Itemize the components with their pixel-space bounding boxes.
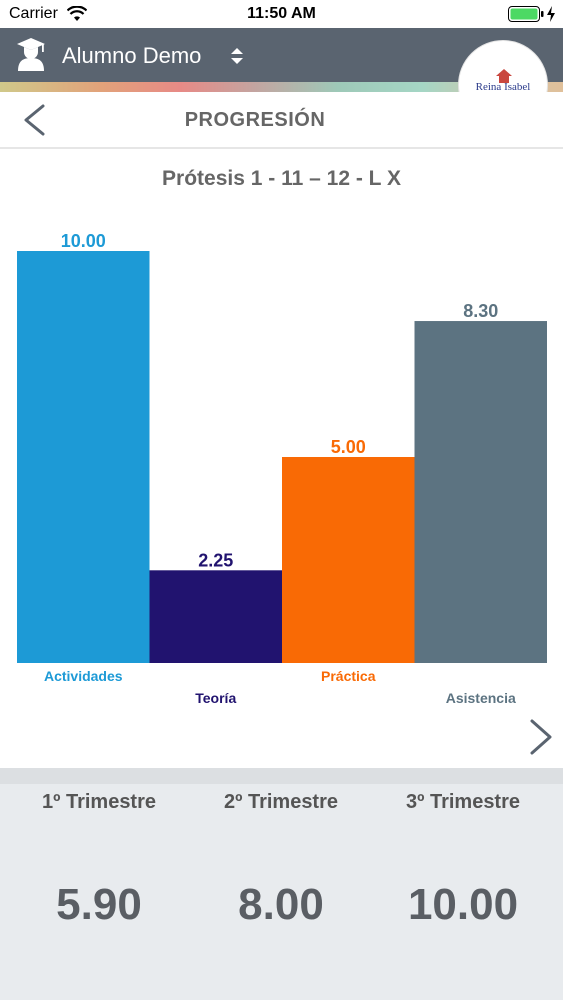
category-label: Práctica	[321, 668, 376, 684]
next-chevron-icon[interactable]	[528, 718, 554, 756]
bar-value-label: 5.00	[331, 437, 366, 457]
summary-divider	[0, 768, 563, 784]
bar-2	[282, 457, 415, 663]
back-chevron-icon[interactable]	[22, 104, 46, 136]
category-label: Actividades	[44, 668, 123, 684]
bar-value-label: 8.30	[463, 301, 498, 321]
nav-bar: PROGRESIÓN	[0, 92, 563, 149]
status-time: 11:50 AM	[247, 5, 316, 22]
category-label: Asistencia	[446, 690, 516, 706]
bar-value-label: 10.00	[61, 231, 106, 251]
trimester-grade: 5.90	[56, 880, 142, 929]
charging-bolt-icon	[547, 6, 555, 22]
trimester-label: 3º Trimestre	[405, 791, 521, 813]
trimester-label: 2º Trimestre	[223, 791, 339, 813]
bar-value-label: 2.25	[198, 550, 233, 570]
trimester-grade: 10.00	[407, 880, 519, 929]
trimester-summary: 1º Trimestre 5.90 2º Trimestre 8.00 3º T…	[0, 768, 563, 1000]
trimester-grade: 8.00	[238, 880, 324, 929]
school-logo-text: Reina Isabel	[475, 81, 531, 93]
wifi-icon	[67, 6, 87, 21]
student-selector-label[interactable]: Alumno Demo	[62, 43, 202, 68]
trimester-label: 1º Trimestre	[41, 791, 157, 813]
chart-title: Prótesis 1 - 11 – 12 - L X	[162, 167, 401, 190]
header-color-strip	[0, 82, 563, 92]
carrier-label: Carrier	[9, 5, 58, 22]
bar-0	[17, 251, 150, 663]
progress-bar-chart: 10.00 Actividades 2.25 Teoría 5.00 Práctica 8.…	[17, 231, 547, 706]
category-label: Teoría	[195, 690, 236, 706]
battery-icon	[508, 6, 544, 22]
bar-1	[149, 570, 282, 663]
school-logo-mark-icon	[496, 69, 512, 83]
student-avatar-icon	[17, 38, 45, 71]
status-bar: Carrier 11:50 AM	[0, 0, 563, 28]
bar-3	[414, 321, 547, 663]
page-title: PROGRESIÓN	[184, 109, 326, 131]
student-switch-icon[interactable]	[230, 46, 244, 66]
